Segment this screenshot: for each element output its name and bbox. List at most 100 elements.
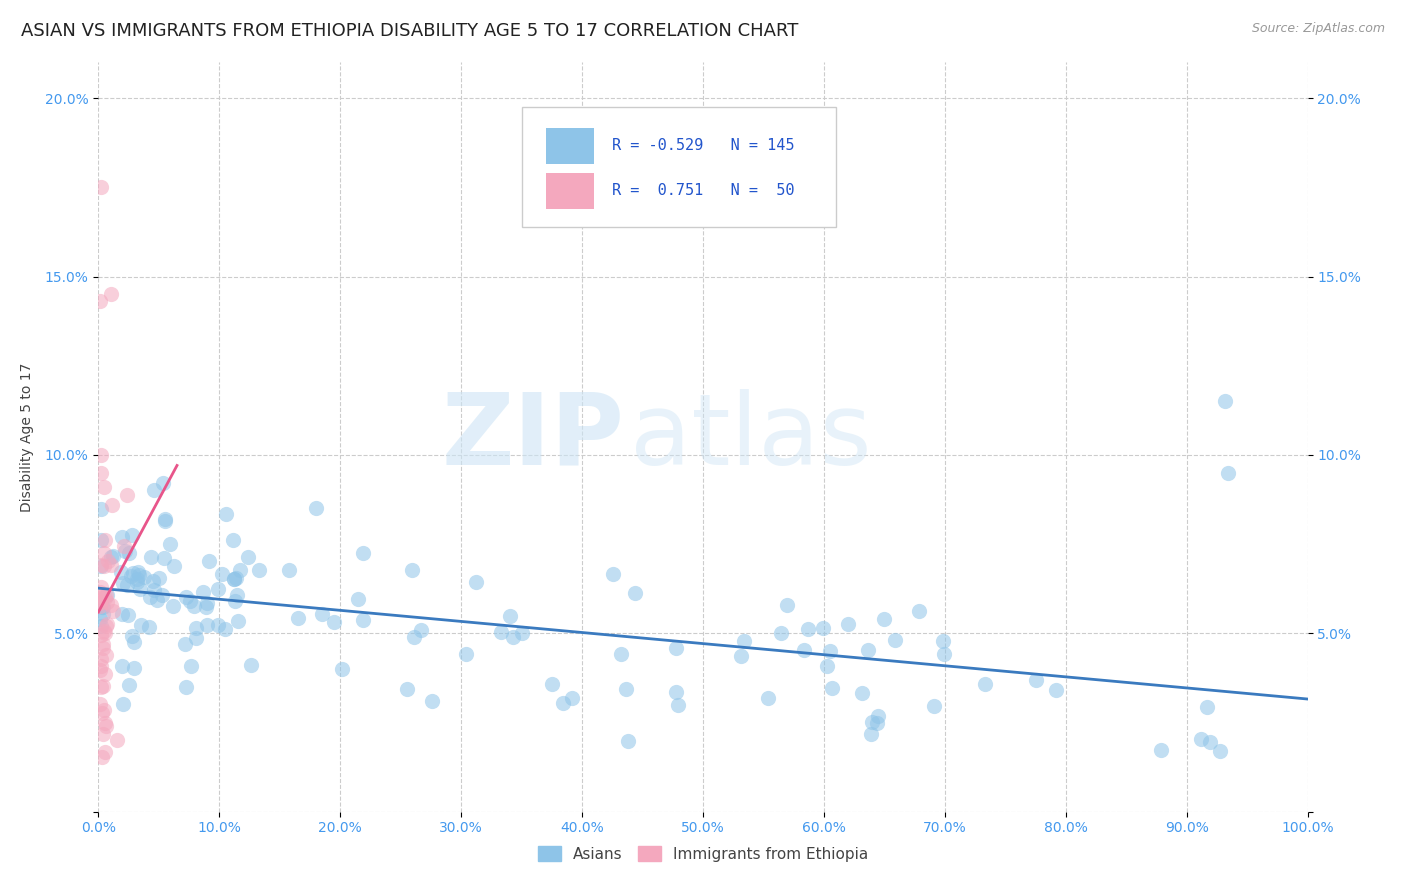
Point bbox=[111, 607, 134, 621]
Point bbox=[138, 620, 160, 634]
Point bbox=[93, 624, 115, 638]
Text: atlas: atlas bbox=[630, 389, 872, 485]
Point bbox=[197, 596, 219, 610]
Point bbox=[90, 501, 112, 516]
Point bbox=[90, 558, 112, 572]
Point bbox=[1215, 394, 1237, 409]
Point bbox=[401, 563, 423, 577]
Point bbox=[352, 613, 374, 627]
Point bbox=[122, 566, 145, 580]
Point bbox=[141, 549, 163, 564]
Point bbox=[148, 571, 170, 585]
Text: R =  0.751   N =  50: R = 0.751 N = 50 bbox=[613, 183, 794, 198]
Point bbox=[93, 480, 115, 494]
Point bbox=[93, 591, 115, 605]
Point bbox=[730, 648, 752, 663]
Point bbox=[776, 598, 799, 612]
Point bbox=[305, 500, 328, 515]
Point bbox=[91, 600, 114, 615]
Point bbox=[311, 607, 333, 622]
Point bbox=[100, 558, 122, 572]
Point bbox=[456, 647, 478, 661]
Point bbox=[139, 590, 162, 604]
Point bbox=[277, 563, 299, 577]
Point bbox=[811, 621, 834, 635]
Point bbox=[94, 626, 117, 640]
Point bbox=[502, 630, 524, 644]
Point bbox=[186, 621, 208, 635]
Point bbox=[90, 681, 112, 695]
Point bbox=[222, 533, 245, 547]
Point bbox=[815, 658, 838, 673]
Text: R = -0.529   N = 145: R = -0.529 N = 145 bbox=[613, 138, 794, 153]
Point bbox=[90, 533, 112, 547]
Point bbox=[222, 573, 245, 587]
Point bbox=[797, 622, 820, 636]
Text: ASIAN VS IMMIGRANTS FROM ETHIOPIA DISABILITY AGE 5 TO 17 CORRELATION CHART: ASIAN VS IMMIGRANTS FROM ETHIOPIA DISABI… bbox=[21, 22, 799, 40]
Point bbox=[114, 544, 136, 558]
Point bbox=[163, 558, 186, 573]
Point bbox=[121, 629, 143, 643]
Point bbox=[90, 652, 112, 666]
Point bbox=[94, 719, 117, 733]
Point bbox=[191, 585, 214, 599]
Point bbox=[111, 698, 134, 712]
Point bbox=[89, 595, 111, 609]
Point bbox=[90, 558, 112, 573]
Point bbox=[499, 608, 522, 623]
FancyBboxPatch shape bbox=[522, 107, 837, 227]
Point bbox=[1209, 744, 1232, 758]
Point bbox=[128, 582, 150, 596]
Point bbox=[174, 637, 197, 651]
Point bbox=[93, 703, 115, 717]
Point bbox=[222, 572, 245, 586]
Point bbox=[159, 537, 181, 551]
Point bbox=[793, 643, 815, 657]
Point bbox=[624, 586, 647, 600]
Point bbox=[91, 607, 114, 621]
Point bbox=[617, 733, 640, 747]
Point bbox=[1045, 682, 1067, 697]
Point bbox=[142, 574, 165, 589]
Point bbox=[89, 599, 111, 614]
Point bbox=[91, 640, 114, 655]
Point bbox=[101, 549, 124, 563]
Point bbox=[851, 686, 873, 700]
Point bbox=[91, 749, 114, 764]
Point bbox=[224, 593, 246, 607]
Point bbox=[90, 591, 112, 606]
Point bbox=[1150, 743, 1173, 757]
Point bbox=[859, 727, 882, 741]
Point bbox=[118, 546, 141, 560]
Point bbox=[96, 589, 118, 603]
Point bbox=[770, 626, 793, 640]
Point bbox=[873, 612, 896, 626]
Point bbox=[94, 667, 117, 681]
Point bbox=[1189, 731, 1212, 746]
Point bbox=[153, 512, 176, 526]
Point bbox=[860, 714, 883, 729]
Point bbox=[352, 546, 374, 560]
Point bbox=[91, 637, 114, 651]
Legend: Asians, Immigrants from Ethiopia: Asians, Immigrants from Ethiopia bbox=[531, 839, 875, 868]
Point bbox=[90, 580, 112, 594]
Point bbox=[347, 592, 370, 607]
Point bbox=[111, 658, 134, 673]
Point bbox=[100, 599, 122, 613]
Point bbox=[91, 679, 114, 693]
Text: ZIP: ZIP bbox=[441, 389, 624, 485]
Point bbox=[207, 582, 229, 596]
Point bbox=[402, 631, 425, 645]
Point bbox=[512, 625, 534, 640]
Point bbox=[214, 622, 236, 636]
Point bbox=[89, 698, 111, 712]
Bar bbox=[546, 172, 595, 209]
Point bbox=[112, 540, 135, 554]
Point bbox=[115, 577, 138, 591]
Point bbox=[90, 627, 112, 641]
Point bbox=[146, 593, 169, 607]
Point bbox=[238, 549, 260, 564]
Point bbox=[89, 597, 111, 611]
Point bbox=[610, 647, 633, 661]
Point bbox=[111, 576, 134, 591]
